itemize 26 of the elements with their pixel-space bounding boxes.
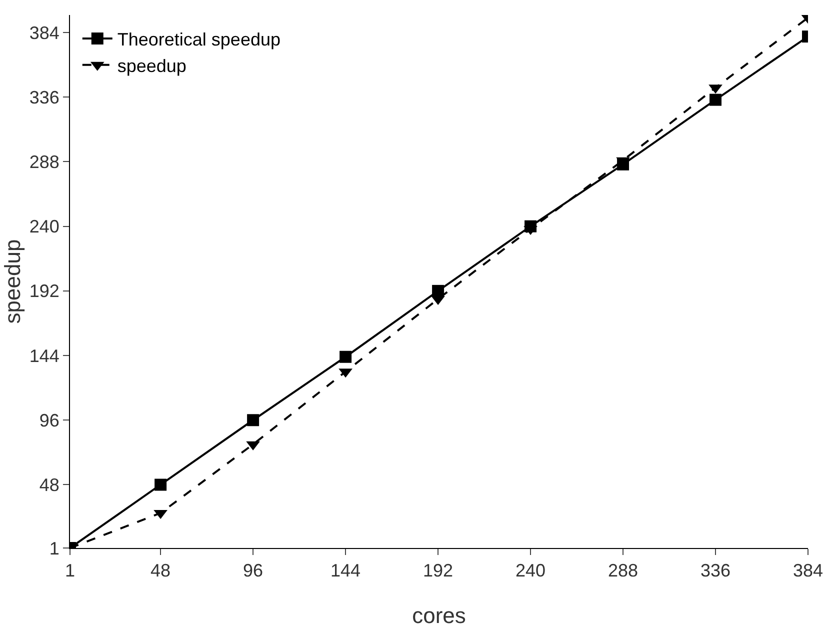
x-tick-label: 144 [330, 560, 361, 581]
point [247, 414, 260, 426]
x-tick-label: 336 [700, 560, 731, 581]
x-tick-label: 288 [608, 560, 638, 581]
y-tick-label: 288 [29, 152, 60, 172]
legend-label: speedup [117, 56, 186, 76]
x-tick-label: 1 [64, 560, 76, 581]
point [710, 94, 722, 106]
y-tick-label: 336 [29, 87, 60, 108]
y-tick-label: 1 [49, 538, 60, 558]
legend-label: Theoretical speedup [117, 30, 280, 50]
x-tick-label: 96 [243, 560, 264, 581]
y-tick-label: 192 [29, 281, 60, 302]
x-axis-title: cores [412, 603, 466, 628]
x-tick-label: 192 [423, 560, 454, 581]
x-tick-label: 48 [150, 560, 171, 581]
y-tick-label: 96 [39, 410, 60, 430]
y-tick-label: 384 [29, 22, 60, 43]
y-tick-label: 240 [29, 216, 60, 237]
y-tick-label: 48 [39, 475, 60, 496]
point [340, 350, 352, 363]
x-tick-label: 384 [792, 560, 824, 581]
y-tick-label: 144 [29, 346, 60, 366]
x-tick-label: 240 [516, 560, 546, 581]
point [154, 478, 167, 491]
y-axis-title: speedup [0, 239, 25, 324]
